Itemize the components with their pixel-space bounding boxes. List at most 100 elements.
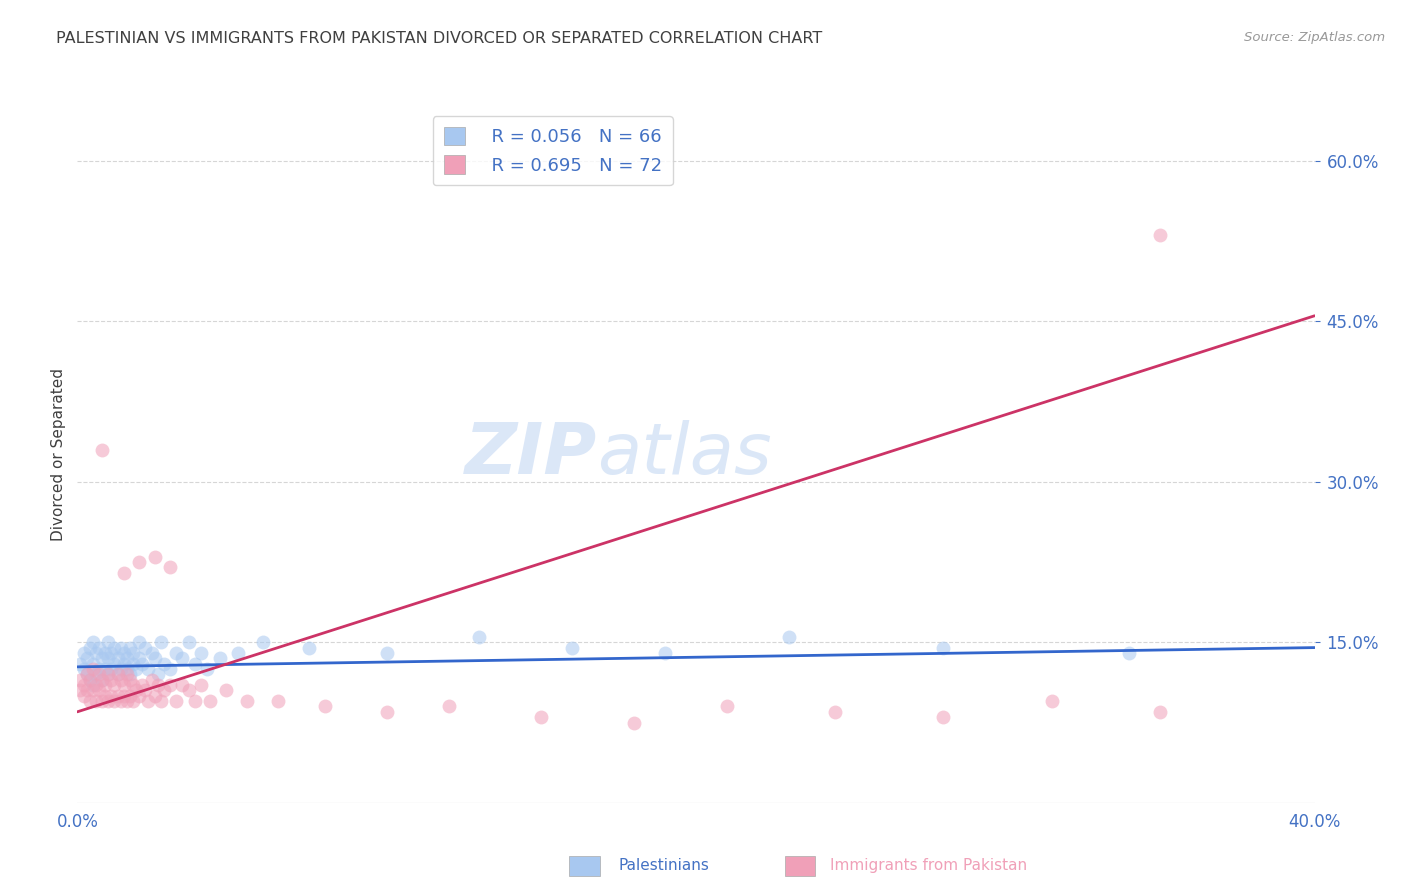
Point	[125, 683, 148, 698]
Point	[82, 678, 104, 692]
Point	[122, 657, 145, 671]
Point	[100, 662, 122, 676]
Point	[115, 662, 138, 676]
Point	[159, 678, 181, 692]
Point	[128, 635, 150, 649]
Point	[94, 662, 117, 676]
Point	[76, 651, 98, 665]
Point	[195, 662, 218, 676]
Point	[79, 640, 101, 655]
Point	[131, 657, 153, 671]
Point	[824, 705, 846, 719]
Point	[100, 646, 122, 660]
Point	[97, 667, 120, 681]
Point	[138, 662, 160, 676]
Point	[143, 651, 166, 665]
Point	[107, 689, 129, 703]
Point	[159, 662, 181, 676]
Point	[1149, 705, 1171, 719]
Point	[1040, 694, 1063, 708]
Point	[72, 678, 94, 692]
Point	[103, 694, 125, 708]
Point	[146, 678, 169, 692]
Point	[267, 694, 290, 708]
Point	[1118, 646, 1140, 660]
Point	[200, 694, 222, 708]
Point	[84, 667, 107, 681]
Point	[122, 694, 145, 708]
Point	[437, 699, 460, 714]
Point	[184, 694, 207, 708]
Point	[100, 673, 122, 687]
Point	[100, 689, 122, 703]
Point	[134, 640, 156, 655]
Point	[716, 699, 738, 714]
Point	[172, 678, 194, 692]
Y-axis label: Divorced or Separated: Divorced or Separated	[51, 368, 66, 541]
Point	[110, 640, 132, 655]
Legend:   R = 0.056   N = 66,   R = 0.695   N = 72: R = 0.056 N = 66, R = 0.695 N = 72	[433, 116, 672, 186]
Point	[149, 694, 172, 708]
Point	[110, 694, 132, 708]
Point	[91, 694, 114, 708]
Point	[118, 640, 141, 655]
Point	[128, 689, 150, 703]
Point	[112, 657, 135, 671]
Point	[177, 683, 200, 698]
Point	[190, 678, 212, 692]
Point	[82, 657, 104, 671]
Point	[215, 683, 238, 698]
Text: Palestinians: Palestinians	[619, 858, 710, 872]
Point	[1149, 228, 1171, 243]
Point	[561, 640, 583, 655]
Point	[143, 689, 166, 703]
Point	[107, 667, 129, 681]
Point	[97, 635, 120, 649]
Point	[72, 662, 94, 676]
Point	[69, 683, 91, 698]
Point	[97, 694, 120, 708]
Point	[79, 694, 101, 708]
Point	[97, 651, 120, 665]
Point	[159, 560, 181, 574]
Point	[112, 678, 135, 692]
Point	[252, 635, 274, 649]
Point	[76, 667, 98, 681]
Point	[778, 630, 800, 644]
Point	[118, 673, 141, 687]
Point	[153, 657, 176, 671]
Point	[91, 442, 114, 457]
Point	[125, 662, 148, 676]
Point	[87, 667, 110, 681]
Point	[94, 646, 117, 660]
Point	[79, 673, 101, 687]
Point	[141, 673, 163, 687]
Point	[932, 640, 955, 655]
Point	[87, 662, 110, 676]
Point	[94, 689, 117, 703]
Point	[87, 683, 110, 698]
Point	[84, 694, 107, 708]
Point	[654, 646, 676, 660]
Point	[298, 640, 321, 655]
Text: atlas: atlas	[598, 420, 772, 490]
Point	[82, 662, 104, 676]
Point	[138, 694, 160, 708]
Point	[141, 646, 163, 660]
Point	[91, 651, 114, 665]
Point	[153, 683, 176, 698]
Point	[190, 646, 212, 660]
Point	[122, 646, 145, 660]
Point	[118, 689, 141, 703]
Point	[79, 673, 101, 687]
Point	[115, 651, 138, 665]
Point	[236, 694, 259, 708]
Point	[143, 549, 166, 564]
Point	[375, 705, 398, 719]
Point	[76, 667, 98, 681]
Point	[375, 646, 398, 660]
Point	[468, 630, 491, 644]
Point	[131, 678, 153, 692]
Point	[91, 673, 114, 687]
Point	[208, 651, 231, 665]
